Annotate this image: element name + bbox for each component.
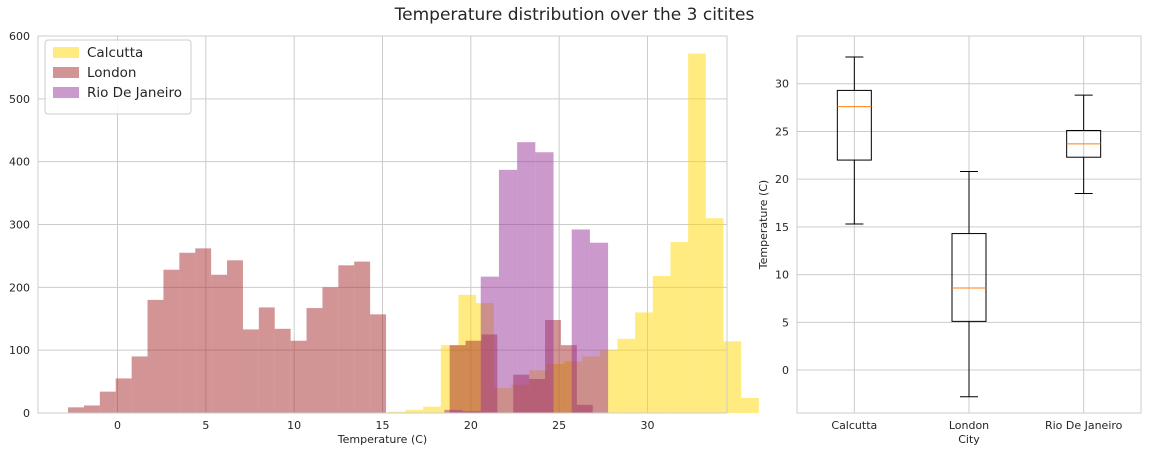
y-tick-label: 20 (775, 173, 789, 186)
histogram-bar (163, 269, 180, 413)
histogram-chart: 0 5 10 15 20 25 300100200300400500600Temperatu… (9, 30, 759, 446)
histogram-series-2 (444, 142, 609, 413)
y-tick-label: 10 (775, 269, 789, 282)
x-tick-label: 15 (376, 419, 390, 432)
box-0 (836, 56, 872, 225)
y-tick-label: 0 (782, 364, 789, 377)
histogram-bar (480, 276, 499, 413)
histogram-bar (465, 340, 482, 413)
histogram-bar (387, 411, 406, 413)
y-tick-label: 5 (782, 316, 789, 329)
histogram-bar (423, 406, 441, 413)
plot-frame (37, 35, 728, 414)
x-tick-label: Calcutta (831, 419, 877, 432)
legend-label: Calcutta (87, 45, 143, 61)
histogram-bar (83, 405, 100, 413)
histogram-bar (617, 338, 636, 413)
y-tick-label: 200 (9, 281, 30, 294)
histogram-bar (405, 409, 424, 413)
y-tick-label: 100 (9, 344, 30, 357)
histogram-bar (449, 345, 466, 413)
histogram-bar (99, 391, 116, 413)
histogram-bar (652, 276, 671, 413)
histogram-bar (258, 307, 275, 413)
x-tick-label: 30 (641, 419, 655, 432)
histogram-bar (338, 265, 355, 413)
histogram-bar (705, 218, 724, 413)
histogram-bar (147, 299, 164, 413)
histogram-bar (306, 308, 323, 413)
y-tick-label: 600 (9, 30, 30, 43)
histogram-bar (68, 407, 84, 413)
histogram-bar (354, 261, 371, 413)
x-tick-label: London (949, 419, 989, 432)
histogram-bar (211, 274, 228, 413)
histogram-bar (131, 356, 148, 413)
x-tick-label: 10 (287, 419, 301, 432)
y-tick-label: 30 (775, 78, 789, 91)
y-tick-label: 500 (9, 93, 30, 106)
histogram-bar (115, 378, 132, 413)
histogram-bar (370, 314, 387, 413)
histogram-bar (242, 329, 259, 413)
histogram-bar (688, 53, 706, 414)
histogram-bar (635, 312, 653, 413)
histogram-bar (290, 340, 307, 413)
histogram-bar (322, 287, 339, 413)
histogram-bar (462, 411, 481, 413)
histogram-bar (195, 248, 212, 413)
histogram-bar (589, 242, 609, 413)
x-tick-label: 25 (552, 419, 566, 432)
legend-label: Rio De Janeiro (87, 85, 182, 101)
histogram-bar (723, 341, 742, 413)
x-tick-label: 5 (202, 419, 209, 432)
histogram-bar (571, 229, 590, 413)
iqr-box (836, 89, 872, 161)
legend-swatch (53, 47, 79, 58)
x-tick-label: Rio De Janeiro (1045, 419, 1123, 432)
x-axis-label: City (958, 433, 980, 446)
histogram-bar (517, 142, 536, 413)
histogram-bar (741, 397, 759, 413)
legend-swatch (53, 67, 79, 78)
histogram-bar (179, 252, 196, 413)
y-tick-label: 300 (9, 219, 30, 232)
histogram-bar (535, 152, 554, 413)
histogram-bar (498, 169, 518, 413)
box-1 (951, 171, 987, 398)
plot-frame (796, 35, 1142, 414)
histogram-bar (274, 328, 291, 413)
x-axis-label: Temperature (C) (337, 433, 427, 446)
box-2 (1066, 94, 1102, 194)
y-tick-label: 0 (23, 407, 30, 420)
figure-title: Temperature distribution over the 3 citi… (394, 5, 755, 25)
y-tick-label: 400 (9, 156, 30, 169)
x-tick-label: 20 (464, 419, 478, 432)
histogram-bar (670, 242, 689, 413)
histogram-bar (444, 409, 463, 413)
y-tick-label: 25 (775, 125, 789, 138)
y-tick-label: 15 (775, 221, 789, 234)
x-tick-label: 0 (114, 419, 121, 432)
legend-box (44, 39, 192, 115)
legend-swatch (53, 87, 79, 98)
histogram-bar (227, 260, 243, 413)
iqr-box (951, 233, 987, 322)
legend-label: London (87, 65, 137, 81)
y-axis-label: Temperature (C) (757, 180, 770, 270)
boxplot-chart: Calcutta London Rio De Janeiro 0 5 10 15 20 25 30… (757, 35, 1142, 446)
legend: Calcutta London Rio De Janeiro (44, 39, 192, 115)
